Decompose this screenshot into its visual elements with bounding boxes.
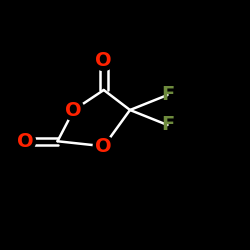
Circle shape [93,136,114,157]
Text: O: O [17,132,33,151]
Circle shape [14,131,36,152]
Circle shape [63,100,84,120]
Text: O: O [66,100,82,119]
Circle shape [93,50,114,70]
Text: F: F [161,116,174,134]
Text: O: O [96,50,112,70]
Text: F: F [161,86,174,104]
Text: O: O [96,137,112,156]
